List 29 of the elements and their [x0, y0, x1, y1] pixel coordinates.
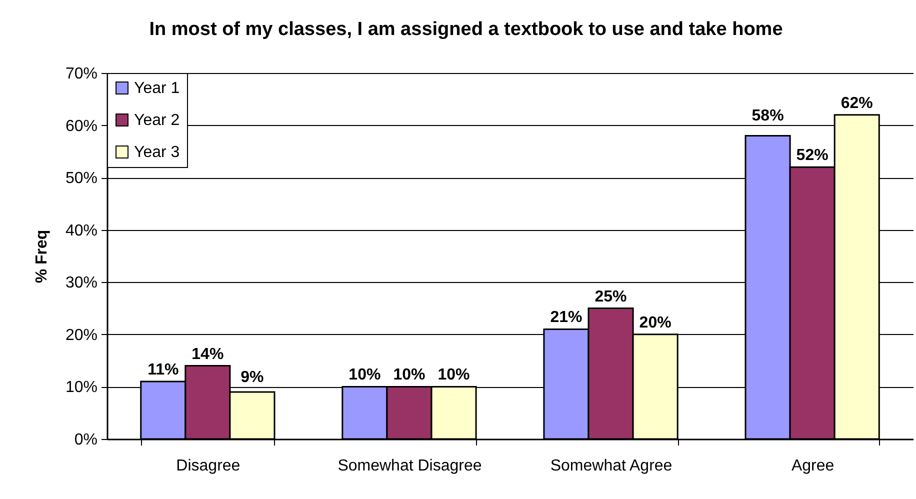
data-label: 20%	[639, 314, 672, 332]
data-label: 62%	[840, 94, 873, 112]
data-label: 21%	[550, 309, 582, 326]
y-tick-label: 0%	[74, 432, 98, 448]
y-tick-label: 70%	[65, 66, 98, 82]
y-tick-label: 40%	[65, 222, 98, 240]
y-tick-label: 30%	[65, 274, 98, 292]
data-label: 10%	[348, 366, 381, 384]
y-tick-label: 20%	[65, 326, 98, 344]
x-tick-label: Disagree	[176, 458, 240, 474]
data-label: 52%	[796, 147, 828, 164]
data-label: 58%	[752, 108, 784, 125]
y-tick-label: 50%	[65, 170, 98, 188]
chart-title: In most of my classes, I am assigned a textbook to use and take home	[149, 19, 783, 40]
data-label: 9%	[240, 368, 264, 386]
legend-label: Year 2	[134, 112, 180, 129]
y-tick-label: 10%	[65, 379, 98, 396]
legend-label: Year 1	[134, 80, 180, 97]
data-label: 10%	[438, 366, 470, 384]
data-label: 14%	[192, 346, 224, 363]
y-axis-title: % Freq	[33, 230, 50, 284]
data-label: 11%	[148, 361, 179, 378]
x-tick-label: Somewhat Agree	[550, 458, 672, 474]
x-tick-label: Agree	[791, 458, 834, 474]
legend-label: Year 3	[134, 144, 180, 161]
data-label: 10%	[393, 366, 426, 384]
x-tick-label: Somewhat Disagree	[338, 458, 482, 474]
y-tick-label: 60%	[65, 118, 98, 135]
data-label: 25%	[594, 288, 627, 306]
